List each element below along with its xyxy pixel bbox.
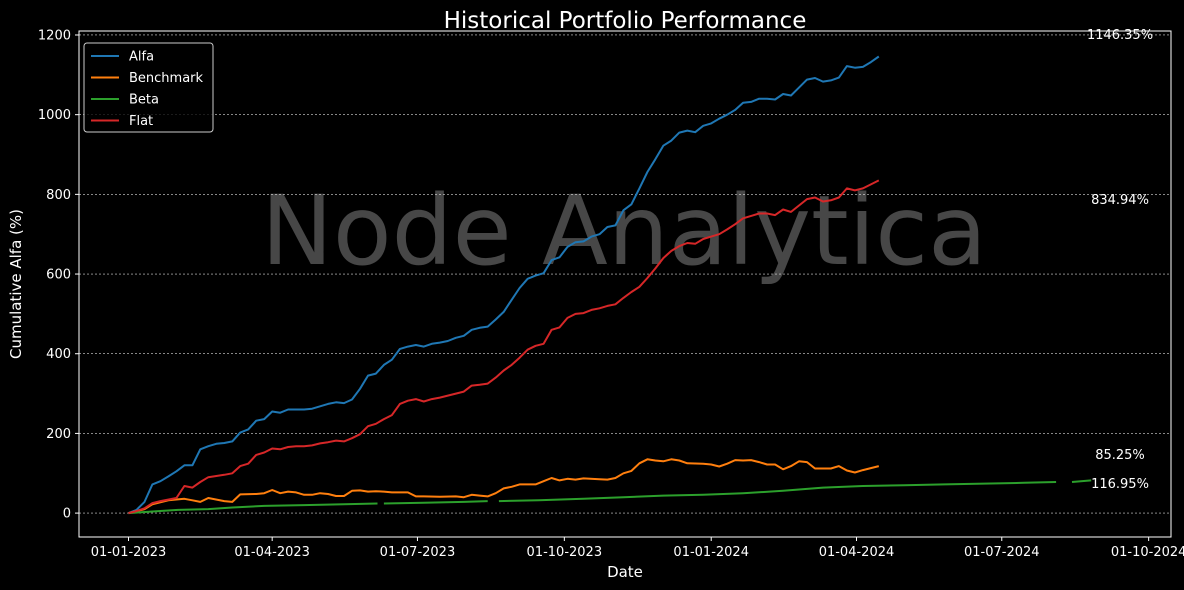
x-tick-label: 01-04-2023: [234, 545, 310, 560]
annotation-flat: 834.94%: [1091, 193, 1149, 208]
series-line-alfa: [128, 55, 880, 515]
x-axis: 01-01-2023 01-04-2023 01-07-2023 01-10-2023…: [91, 537, 1184, 560]
legend-label-flat: Flat: [129, 114, 153, 129]
y-tick-label: 1200: [38, 28, 71, 43]
x-tick-label: 01-10-2024: [1111, 545, 1184, 560]
x-tick-label: 01-07-2023: [380, 545, 456, 560]
series-line-beta: [383, 500, 488, 505]
series-line-beta: [1071, 479, 1092, 483]
chart-title: Historical Portfolio Performance: [444, 8, 807, 34]
gridlines: [79, 34, 1171, 514]
end-value-annotations: 1146.35% 834.94% 85.25% 116.95%: [1087, 28, 1153, 492]
plot-frame: [78, 30, 1172, 538]
annotation-beta: 116.95%: [1091, 477, 1149, 492]
x-tick-label: 01-04-2024: [819, 545, 895, 560]
x-tick-label: 01-01-2023: [91, 545, 167, 560]
x-tick-label: 01-01-2024: [673, 545, 749, 560]
watermark-text: Node Analytica: [261, 175, 987, 287]
y-tick-label: 600: [46, 268, 71, 283]
y-tick-label: 0: [63, 507, 71, 522]
series-line-flat: [128, 179, 880, 515]
watermark: Node Analytica: [261, 175, 987, 287]
legend-label-alfa: Alfa: [129, 50, 154, 65]
series-lines: [128, 55, 1092, 515]
y-tick-label: 400: [46, 347, 71, 362]
legend: Alfa Benchmark Beta Flat: [83, 42, 214, 133]
annotation-alfa: 1146.35%: [1087, 28, 1153, 43]
legend-label-beta: Beta: [129, 93, 159, 108]
y-axis-label: Cumulative Alfa (%): [7, 209, 25, 359]
annotation-benchmark: 85.25%: [1095, 448, 1145, 463]
series-line-beta: [128, 502, 378, 515]
x-tick-label: 01-07-2024: [964, 545, 1040, 560]
x-axis-label: Date: [607, 563, 643, 581]
legend-label-benchmark: Benchmark: [129, 71, 204, 86]
legend-box: [83, 42, 214, 133]
series-line-beta: [498, 481, 1057, 503]
y-tick-label: 200: [46, 427, 71, 442]
series-line-benchmark: [128, 458, 880, 515]
x-tick-label: 01-10-2023: [527, 545, 603, 560]
y-tick-label: 1000: [38, 108, 71, 123]
y-tick-label: 800: [46, 188, 71, 203]
y-axis: 0 200 400 600 800 1000 1200: [38, 28, 79, 522]
